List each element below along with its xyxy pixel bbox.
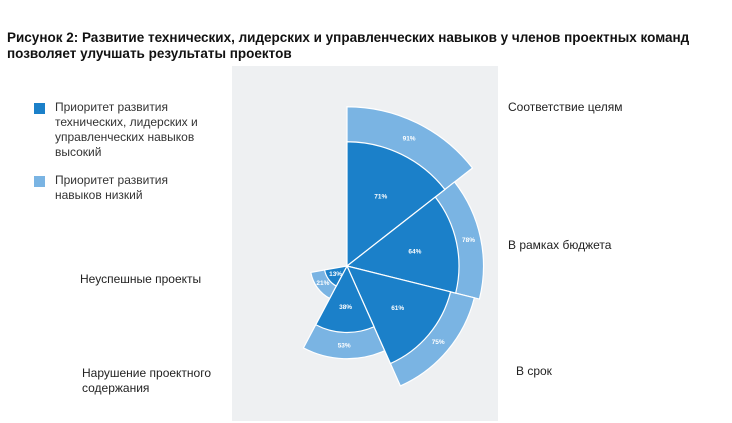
value-label-high-on-time: 61% bbox=[391, 305, 404, 312]
legend-label-high: Приоритет развития технических, лидерски… bbox=[55, 100, 198, 159]
legend-swatch-high bbox=[34, 103, 45, 114]
value-label-low-failed: 21% bbox=[316, 280, 329, 287]
legend-swatch-low bbox=[34, 176, 45, 187]
value-label-high-budget: 64% bbox=[408, 248, 421, 255]
wedge-high-goals bbox=[346, 141, 446, 268]
legend-item-high: Приоритет развития технических, лидерски… bbox=[34, 100, 215, 160]
legend-label-low: Приоритет развития навыков низкий bbox=[55, 173, 169, 202]
wedge-high-on-time bbox=[345, 265, 452, 365]
value-label-low-on-time: 75% bbox=[432, 339, 445, 346]
value-label-high-failed: 13% bbox=[329, 271, 342, 278]
value-label-high-scope-creep: 38% bbox=[339, 304, 352, 311]
category-label-budget: В рамках бюджета bbox=[508, 238, 612, 252]
wedge-high-budget bbox=[345, 196, 460, 294]
wedge-high-failed bbox=[323, 265, 349, 287]
legend-item-low: Приоритет развития навыков низкий bbox=[34, 173, 215, 203]
category-label-on-time: В срок bbox=[516, 364, 552, 378]
value-label-high-goals: 71% bbox=[374, 194, 387, 201]
value-label-low-scope-creep: 53% bbox=[338, 342, 351, 349]
category-label-failed: Неуспешные проекты bbox=[80, 272, 202, 286]
category-label-goals: Соответствие целям bbox=[508, 100, 623, 114]
value-label-low-goals: 91% bbox=[403, 135, 416, 142]
category-label-scope-creep: Нарушение проектного содержания bbox=[82, 366, 212, 395]
wedge-high-scope-creep bbox=[314, 264, 375, 334]
chart-title: Рисунок 2: Развитие технических, лидерск… bbox=[7, 30, 690, 61]
value-label-low-budget: 78% bbox=[462, 237, 475, 244]
